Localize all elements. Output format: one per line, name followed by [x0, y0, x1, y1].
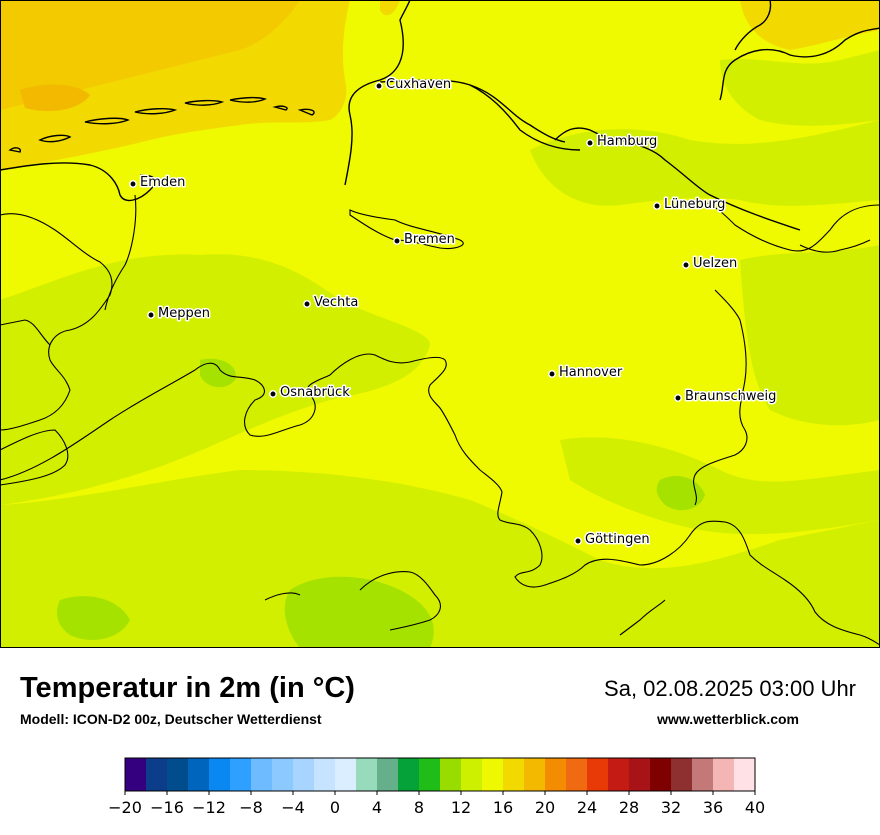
city-label-osnabrueck: Osnabrück [280, 385, 350, 400]
city-lueneburg: Lüneburg [653, 196, 727, 214]
legend-tick-label: −12 [192, 798, 226, 817]
legend-swatch [209, 758, 231, 791]
legend-swatch [629, 758, 651, 791]
legend-swatch [230, 758, 252, 791]
legend-swatch [524, 758, 546, 791]
city-hamburg: Hamburg [586, 133, 659, 151]
legend-swatch [566, 758, 588, 791]
legend-swatch [146, 758, 168, 791]
legend-tick-label: 16 [493, 798, 513, 817]
legend-swatch [377, 758, 399, 791]
city-goettingen: Göttingen [574, 531, 651, 549]
legend-swatch [482, 758, 504, 791]
legend-swatch [188, 758, 210, 791]
temperature-map: Cuxhaven Hamburg Emden Lüneburg Bremen U… [0, 0, 880, 648]
state-borders [0, 194, 880, 646]
legend-tick-label: 28 [619, 798, 639, 817]
city-meppen: Meppen [147, 305, 211, 323]
legend-swatch [587, 758, 609, 791]
legend-swatch [650, 758, 672, 791]
city-label-bremen: Bremen [404, 232, 455, 247]
color-legend: −20 −16 −12 −8 −4 0 4 8 12 16 20 24 28 32 36 40 [0, 750, 880, 830]
legend-swatch [440, 758, 462, 791]
coastlines [0, 0, 880, 231]
legend-swatch [356, 758, 378, 791]
warm-sea-areas [0, 0, 880, 170]
legend-tick-label: 32 [661, 798, 681, 817]
legend-tick-label: −16 [150, 798, 184, 817]
city-label-emden: Emden [140, 175, 185, 190]
city-label-braunschweig: Braunschweig [685, 389, 776, 404]
legend-swatch [293, 758, 315, 791]
legend-swatch [167, 758, 189, 791]
legend-swatch [419, 758, 441, 791]
legend-swatch [503, 758, 525, 791]
legend-tick-label: −8 [239, 798, 263, 817]
model-source: Modell: ICON-D2 00z, Deutscher Wetterdie… [20, 711, 322, 727]
city-bremen: Bremen [393, 231, 456, 249]
coolest-temperature-areas [57, 358, 705, 648]
legend-tick-label: 24 [577, 798, 597, 817]
forecast-datetime: Sa, 02.08.2025 03:00 Uhr [604, 676, 856, 701]
legend-frame [124, 757, 756, 792]
legend-swatch [671, 758, 693, 791]
legend-swatch [545, 758, 567, 791]
legend-tick-label: −20 [108, 798, 142, 817]
city-uelzen: Uelzen [682, 255, 739, 273]
city-label-hamburg: Hamburg [597, 134, 657, 149]
city-cuxhaven: Cuxhaven [375, 76, 453, 94]
legend-swatch [692, 758, 714, 791]
legend-tick-label: 0 [330, 798, 340, 817]
legend-swatch [272, 758, 294, 791]
city-markers: Cuxhaven Hamburg Emden Lüneburg Bremen U… [129, 76, 778, 549]
legend-swatch [608, 758, 630, 791]
city-label-hannover: Hannover [559, 365, 623, 380]
city-label-uelzen: Uelzen [693, 256, 737, 271]
legend-swatch [461, 758, 483, 791]
city-label-goettingen: Göttingen [585, 532, 650, 547]
legend-tick-label: 4 [372, 798, 382, 817]
map-title: Temperatur in 2m (in °C) [20, 672, 355, 704]
legend-swatch [125, 758, 147, 791]
legend-swatch [251, 758, 273, 791]
city-label-cuxhaven: Cuxhaven [386, 77, 451, 92]
legend-swatch [335, 758, 357, 791]
legend-swatch [734, 758, 756, 791]
legend-tick-label: −4 [281, 798, 305, 817]
city-braunschweig: Braunschweig [674, 388, 778, 406]
city-label-vechta: Vechta [314, 295, 358, 310]
city-vechta: Vechta [303, 294, 360, 312]
website-link[interactable]: www.wetterblick.com [657, 711, 799, 727]
legend-tick-label: 36 [703, 798, 723, 817]
city-emden: Emden [129, 174, 187, 192]
legend-tick-label: 20 [535, 798, 555, 817]
legend-tick-label: 8 [414, 798, 424, 817]
city-hannover: Hannover [548, 364, 624, 382]
legend-swatch [314, 758, 336, 791]
legend-swatch [398, 758, 420, 791]
legend-tick-label: 40 [745, 798, 765, 817]
city-osnabrueck: Osnabrück [269, 384, 352, 402]
city-label-meppen: Meppen [158, 306, 210, 321]
city-label-lueneburg: Lüneburg [664, 197, 725, 212]
legend-tick-label: 12 [451, 798, 471, 817]
legend-swatch [713, 758, 735, 791]
